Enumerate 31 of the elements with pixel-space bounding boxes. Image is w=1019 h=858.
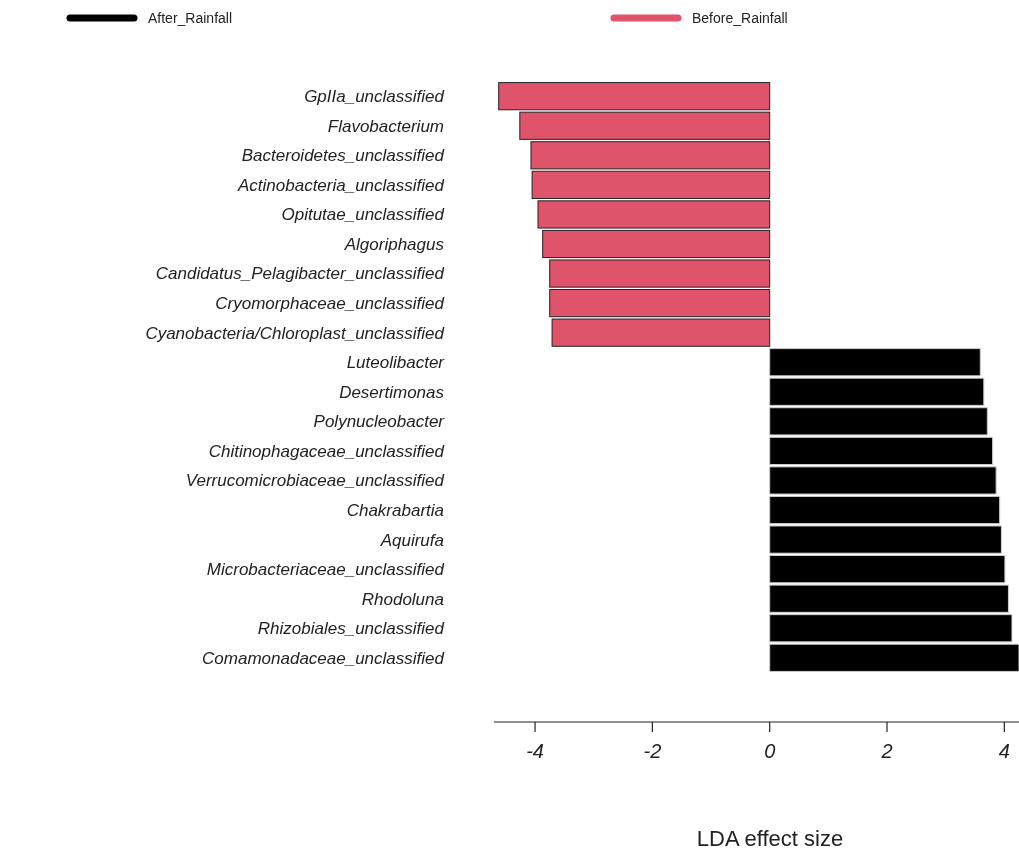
y-tick-label: Comamonadaceae_unclassified [202, 648, 445, 668]
x-tick-label: 2 [880, 740, 893, 762]
y-tick-label: Cyanobacteria/Chloroplast_unclassified [145, 323, 445, 343]
y-tick-label: Chitinophagaceae_unclassified [208, 441, 445, 461]
y-tick-label: Candidatus_Pelagibacter_unclassified [155, 264, 445, 284]
y-tick-label: GpIIa_unclassified [304, 87, 445, 107]
y-tick-label: Bacteroidetes_unclassified [241, 146, 445, 166]
x-tick-label: -4 [526, 740, 544, 762]
y-tick-label: Algoriphagus [343, 234, 445, 254]
y-tick-label: Luteolibacter [346, 353, 446, 373]
bar [769, 643, 1019, 672]
y-tick-label: Polynucleobacter [313, 412, 446, 432]
y-tick-label: Opitutae_unclassified [281, 205, 445, 225]
y-tick-label: Desertimonas [339, 382, 445, 402]
y-tick-label: Verrucomicrobiaceae_unclassified [185, 471, 445, 491]
x-tick-label: 0 [764, 740, 776, 762]
y-tick-label: Rhizobiales_unclassified [257, 619, 445, 639]
legend-label: Before_Rainfall [692, 9, 788, 26]
legend-label: After_Rainfall [148, 9, 233, 26]
bar [498, 82, 771, 111]
x-tick-label: 4 [998, 740, 1010, 762]
x-axis-title: LDA effect size [696, 826, 844, 851]
bar [769, 348, 981, 377]
y-tick-label: Aquirufa [379, 530, 444, 550]
y-tick-label: Microbacteriaceae_unclassified [206, 560, 445, 580]
y-tick-label: Chakrabartia [346, 500, 444, 520]
y-tick-label: Rhodoluna [361, 589, 444, 609]
x-tick-label: -2 [643, 740, 662, 762]
y-tick-label: Flavobacterium [327, 116, 444, 136]
y-tick-label: Actinobacteria_unclassified [236, 175, 445, 195]
y-tick-label: Cryomorphaceae_unclassified [215, 294, 445, 314]
